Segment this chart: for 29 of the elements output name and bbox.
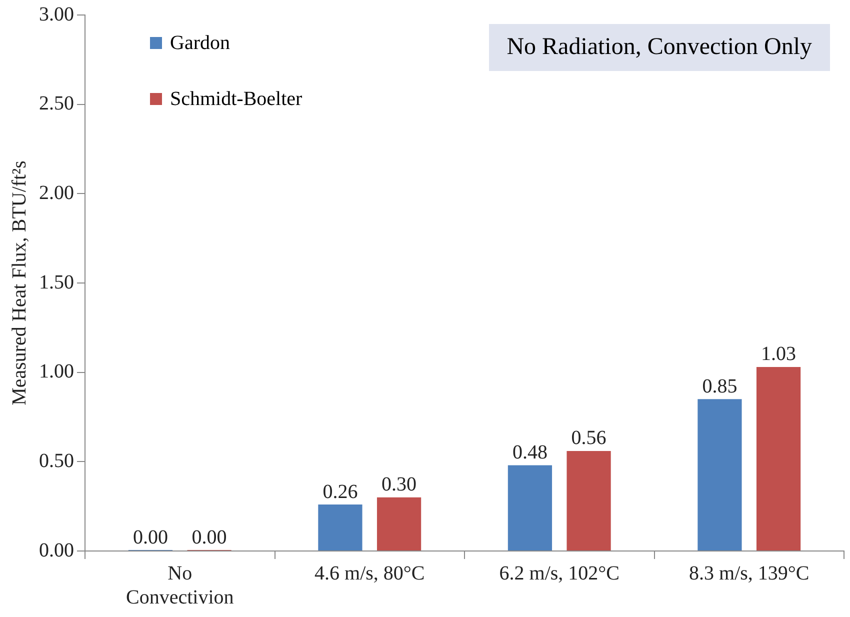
x-tick-label: No Convectivion <box>126 562 234 608</box>
bar <box>376 497 422 550</box>
y-tick-label: 2.50 <box>39 92 74 115</box>
x-tick-label: 8.3 m/s, 139°C <box>689 562 810 584</box>
y-tick-label: 2.00 <box>39 182 74 204</box>
annotation: No Radiation, Convection Only <box>506 34 812 61</box>
bar <box>698 399 742 550</box>
bar <box>508 465 552 550</box>
x-tick-label: 4.6 m/s, 80°C <box>314 562 425 584</box>
legend-label: Schmidt-Boelter <box>170 88 302 110</box>
y-tick-label: 1.00 <box>39 360 74 383</box>
legend-label: Gardon <box>170 32 230 54</box>
data-label: 1.03 <box>761 343 796 366</box>
y-tick-label: 0.50 <box>39 450 74 472</box>
data-label: 0.00 <box>132 526 168 548</box>
data-label: 0.85 <box>702 375 738 398</box>
x-tick-label: 6.2 m/s, 102°C <box>499 562 620 584</box>
data-label: 0.30 <box>382 474 417 496</box>
data-label: 0.48 <box>512 441 548 464</box>
data-label: 0.26 <box>322 480 358 503</box>
y-tick-label: 0.00 <box>39 539 74 562</box>
bar <box>318 504 362 550</box>
bar <box>756 366 801 550</box>
data-label: 0.56 <box>571 427 606 450</box>
bar <box>566 450 611 550</box>
y-tick-label: 1.50 <box>39 271 74 294</box>
data-label: 0.00 <box>192 526 227 548</box>
y-tick-label: 3.00 <box>39 3 74 26</box>
y-axis-title: Measured Heat Flux, BTU/ft²s <box>8 160 30 406</box>
